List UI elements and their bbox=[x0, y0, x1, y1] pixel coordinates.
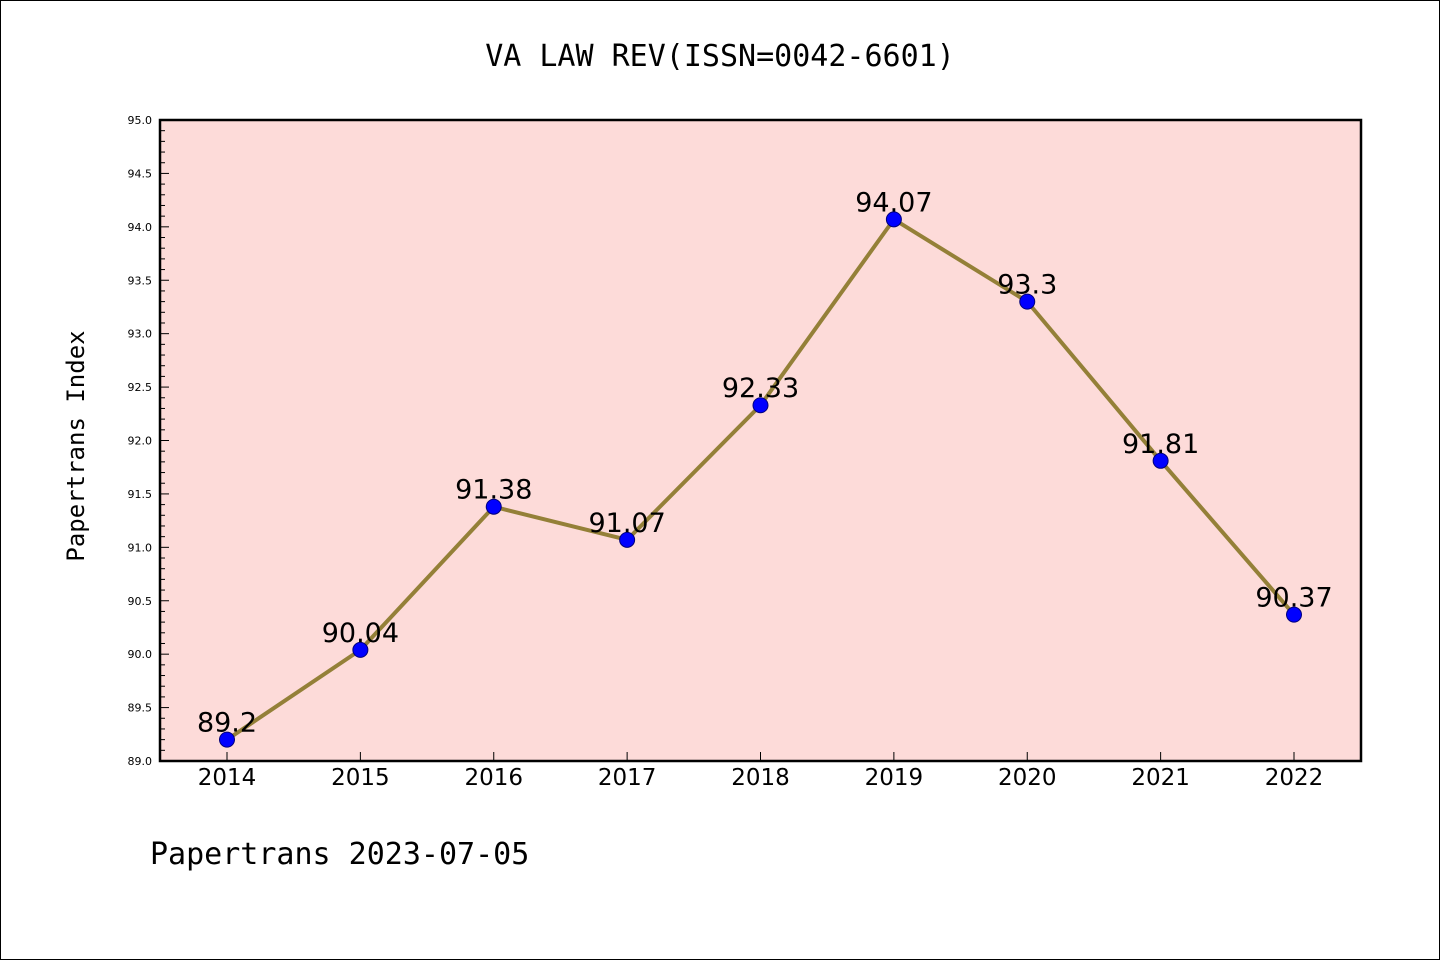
data-label: 91.38 bbox=[455, 475, 532, 506]
x-tick-label: 2016 bbox=[464, 765, 523, 791]
data-point bbox=[885, 211, 902, 228]
y-tick-label: 94.0 bbox=[128, 221, 153, 234]
y-tick-label: 95.0 bbox=[128, 114, 153, 127]
chart-title: VA LAW REV(ISSN=0042-6601) bbox=[485, 39, 955, 74]
x-tick-label: 2015 bbox=[331, 765, 390, 791]
data-label: 89.2 bbox=[197, 708, 257, 739]
x-tick-label: 2019 bbox=[865, 765, 924, 791]
data-label: 91.81 bbox=[1122, 429, 1199, 460]
data-point bbox=[1152, 452, 1169, 469]
data-point bbox=[219, 731, 235, 748]
data-label: 92.33 bbox=[722, 373, 799, 404]
data-point bbox=[752, 397, 769, 414]
data-point bbox=[619, 531, 636, 548]
x-axis: 2014 2015 2016 2017 2018 2019 2020 2021 2022 bbox=[198, 752, 1324, 791]
y-tick-label: 91.0 bbox=[128, 541, 153, 554]
data-label: 90.04 bbox=[322, 618, 399, 649]
data-labels: 89.2 90.04 91.38 91.07 92.33 94.07 93.3 91.81 90… bbox=[197, 187, 1333, 738]
footer-text: Papertrans 2023-07-05 bbox=[150, 837, 529, 872]
y-tick-label: 91.5 bbox=[128, 488, 153, 501]
y-tick-label: 93.0 bbox=[128, 328, 153, 341]
x-tick-label: 2017 bbox=[598, 765, 657, 791]
y-axis-label: Papertrans Index bbox=[62, 330, 90, 561]
data-point bbox=[1019, 293, 1036, 310]
data-label: 93.3 bbox=[997, 270, 1057, 301]
x-tick-label: 2018 bbox=[731, 765, 790, 791]
y-tick-label: 89.5 bbox=[128, 702, 153, 715]
data-point bbox=[1286, 606, 1302, 623]
x-tick-label: 2020 bbox=[998, 765, 1057, 791]
data-label: 94.07 bbox=[855, 187, 932, 218]
data-markers bbox=[219, 211, 1302, 748]
y-tick-label: 90.0 bbox=[128, 648, 153, 661]
y-tick-label: 93.5 bbox=[128, 274, 153, 287]
data-point bbox=[485, 498, 502, 515]
y-tick-label: 94.5 bbox=[128, 167, 153, 180]
y-tick-label: 90.5 bbox=[128, 595, 153, 608]
y-axis: 89.0 89.5 90.0 90.5 91.0 91.5 92.0 92.5 93.0 93.5… bbox=[128, 114, 169, 768]
y-tick-label: 92.5 bbox=[128, 381, 153, 394]
x-tick-label: 2014 bbox=[198, 765, 257, 791]
x-tick-label: 2022 bbox=[1265, 765, 1324, 791]
x-tick-label: 2021 bbox=[1131, 765, 1190, 791]
data-label: 90.37 bbox=[1255, 583, 1332, 614]
y-tick-label: 92.0 bbox=[128, 435, 153, 448]
y-tick-label: 89.0 bbox=[128, 755, 153, 768]
data-point bbox=[352, 641, 369, 658]
data-label: 91.07 bbox=[588, 508, 665, 539]
